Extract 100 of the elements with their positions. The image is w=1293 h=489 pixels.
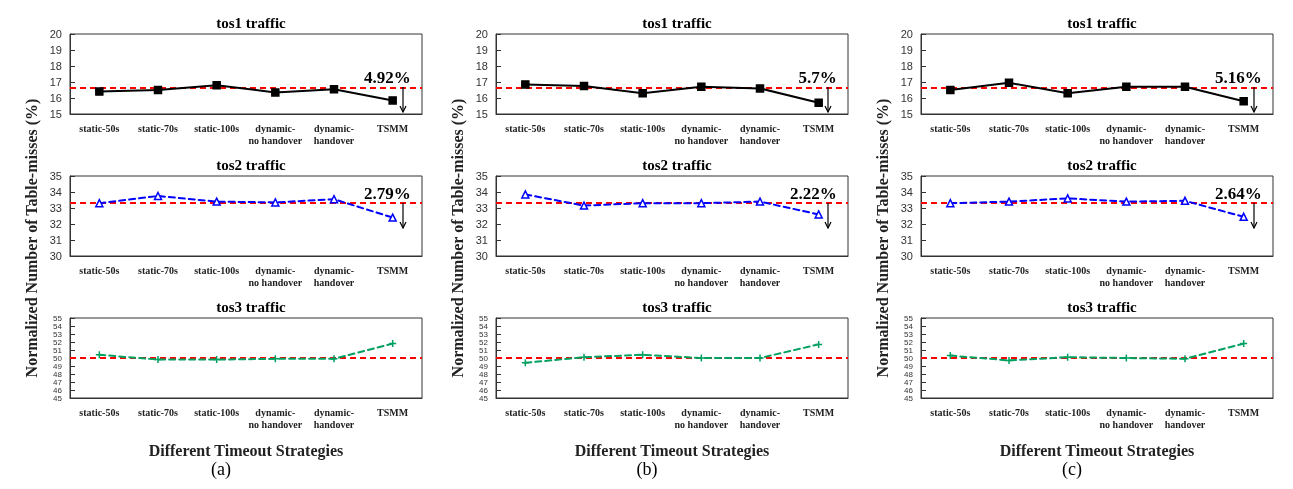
y-tick-label: 20 xyxy=(475,28,488,40)
y-tick-label: 51 xyxy=(478,345,489,355)
y-tick-label: 50 xyxy=(53,353,63,363)
chart-title: tos1 traffic xyxy=(1067,14,1138,31)
point xyxy=(1122,197,1131,206)
x-tick-label: dynamic- handover xyxy=(739,122,781,146)
y-tick-label: 20 xyxy=(901,28,914,40)
y-tick-label: 19 xyxy=(49,44,62,56)
y-tick-label: 15 xyxy=(901,108,914,120)
x-tick-label: dynamic- no handover xyxy=(1099,406,1155,430)
y-tick-label: 48 xyxy=(904,369,914,379)
y-tick-label: 30 xyxy=(475,250,488,262)
y-tick-label: 31 xyxy=(49,234,62,246)
x-tick-label: static-50s xyxy=(79,264,120,276)
chart-title: tos2 traffic xyxy=(1067,156,1138,173)
y-tick-label: 18 xyxy=(49,60,62,72)
text: (b) xyxy=(636,459,658,480)
chart-title: tos1 traffic xyxy=(641,14,712,31)
x-tick-label: dynamic- handover xyxy=(1165,122,1207,146)
chart-title: tos2 traffic xyxy=(216,156,287,173)
point xyxy=(271,88,280,97)
x-tick-label: TSMM xyxy=(802,406,835,418)
point xyxy=(1239,212,1249,222)
point xyxy=(1181,196,1190,206)
x-tick-label: dynamic- handover xyxy=(739,406,781,430)
x-tick-label: dynamic- no handover xyxy=(1099,264,1155,288)
y-axis-title: Normalized Number of Table-misses (%) xyxy=(448,98,467,378)
x-tick-label: TSMM xyxy=(377,406,409,418)
y-tick-label: 15 xyxy=(49,108,62,120)
y-tick-label: 35 xyxy=(49,170,62,182)
x-tick-label: dynamic- handover xyxy=(313,264,355,288)
y-tick-label: 34 xyxy=(901,186,914,198)
x-tick-label: dynamic- no handover xyxy=(674,122,729,146)
x-axis-title: Different Timeout Strategies xyxy=(574,441,769,460)
y-tick-label: 46 xyxy=(904,385,914,395)
point xyxy=(696,82,706,92)
x-tick-label: TSMM xyxy=(1228,264,1261,276)
y-tick-label: 53 xyxy=(904,329,914,339)
y-tick-label: 19 xyxy=(901,44,914,56)
y-tick-label: 52 xyxy=(53,337,63,347)
x-tick-label: dynamic- no handover xyxy=(248,264,303,288)
chart-title: tos3 traffic xyxy=(1067,298,1138,315)
x-tick-label: TSMM xyxy=(802,122,835,134)
x-tick-label: dynamic- no handover xyxy=(674,406,729,430)
y-tick-label: 55 xyxy=(53,313,63,323)
x-tick-label: static-70s xyxy=(989,122,1030,134)
point xyxy=(329,194,339,204)
y-tick-label: 33 xyxy=(49,202,62,214)
x-tick-label: static-70s xyxy=(138,122,179,134)
x-tick-label: static-70s xyxy=(989,264,1030,276)
x-tick-label: static-50s xyxy=(79,406,120,418)
point xyxy=(271,354,280,364)
y-tick-label: 48 xyxy=(478,369,489,379)
x-tick-label: static-100s xyxy=(1045,264,1091,276)
y-tick-label: 53 xyxy=(478,329,489,339)
x-tick-label: static-70s xyxy=(563,264,604,276)
point xyxy=(579,201,588,210)
point xyxy=(520,190,530,199)
y-tick-label: 15 xyxy=(475,108,488,120)
annotation: 2.79% xyxy=(363,183,411,203)
point xyxy=(755,84,764,93)
point xyxy=(946,198,955,208)
point xyxy=(95,87,104,96)
x-tick-label: dynamic- handover xyxy=(1165,406,1207,430)
y-tick-label: 53 xyxy=(53,329,63,339)
x-axis-title: Different Timeout Strategies xyxy=(1000,441,1195,460)
x-tick-label: static-70s xyxy=(563,406,604,418)
y-tick-label: 19 xyxy=(475,44,488,56)
y-tick-label: 55 xyxy=(904,313,914,323)
y-tick-label: 49 xyxy=(478,361,489,371)
y-tick-label: 47 xyxy=(478,377,489,387)
x-tick-label: static-50s xyxy=(504,122,546,134)
point xyxy=(153,85,163,95)
x-tick-label: static-100s xyxy=(619,406,665,418)
y-tick-label: 52 xyxy=(478,337,489,347)
y-tick-label: 51 xyxy=(904,345,914,355)
y-tick-label: 17 xyxy=(901,76,914,88)
x-tick-label: TSMM xyxy=(1228,406,1261,418)
point xyxy=(579,352,588,362)
y-tick-label: 55 xyxy=(478,313,489,323)
y-tick-label: 20 xyxy=(49,28,62,40)
x-tick-label: static-70s xyxy=(138,406,179,418)
y-tick-label: 48 xyxy=(53,369,63,379)
point xyxy=(520,80,530,89)
x-tick-label: dynamic- no handover xyxy=(1099,122,1155,146)
point xyxy=(1063,194,1073,203)
y-tick-label: 49 xyxy=(904,361,914,371)
y-tick-label: 54 xyxy=(904,321,914,331)
y-tick-label: 50 xyxy=(904,353,914,363)
y-tick-label: 46 xyxy=(478,385,489,395)
point xyxy=(1181,354,1190,364)
point xyxy=(1122,82,1131,92)
x-tick-label: static-50s xyxy=(930,406,971,418)
y-tick-label: 18 xyxy=(475,60,488,72)
point xyxy=(1005,78,1014,88)
x-tick-label: dynamic- handover xyxy=(313,406,355,430)
y-tick-label: 17 xyxy=(49,76,62,88)
x-tick-label: dynamic- no handover xyxy=(674,264,729,288)
point xyxy=(1181,82,1190,92)
y-tick-label: 45 xyxy=(53,393,63,403)
